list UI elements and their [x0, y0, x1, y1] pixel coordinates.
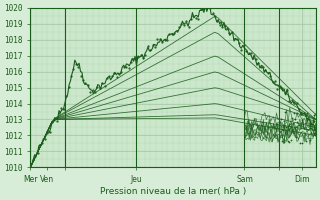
- X-axis label: Pression niveau de la mer( hPa ): Pression niveau de la mer( hPa ): [100, 187, 246, 196]
